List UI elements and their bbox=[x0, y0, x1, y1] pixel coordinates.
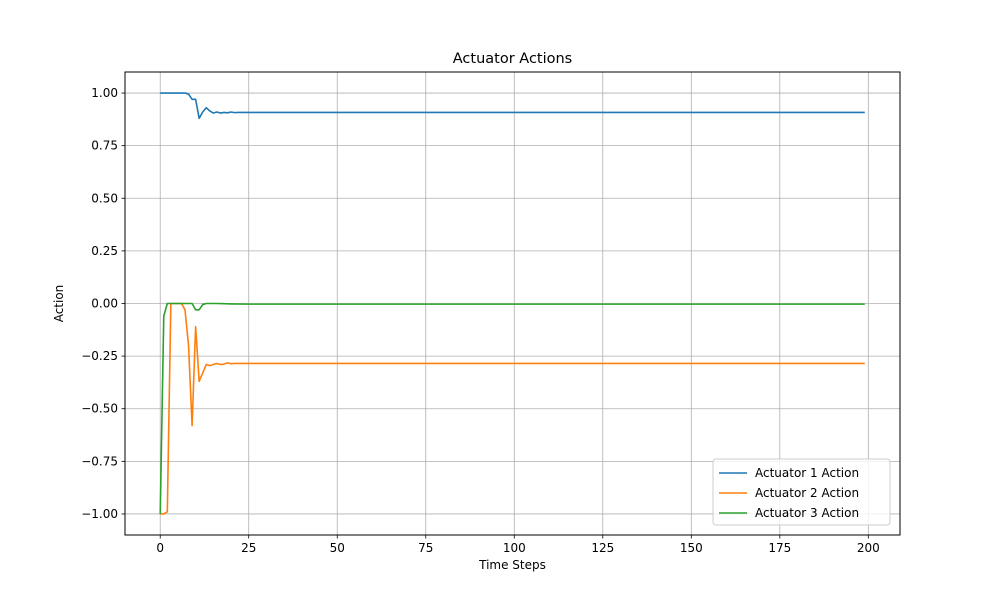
legend: Actuator 1 Action Actuator 2 Action Actuat… bbox=[712, 458, 891, 526]
x-tick-label: 75 bbox=[418, 541, 433, 555]
x-tick-label: 175 bbox=[768, 541, 791, 555]
y-tick-label: −0.75 bbox=[81, 454, 118, 468]
y-tick-label: 0.25 bbox=[91, 244, 118, 258]
legend-box bbox=[712, 458, 891, 526]
chart-title: Actuator Actions bbox=[453, 51, 573, 67]
y-tick-label: 0.00 bbox=[91, 297, 118, 311]
series-line-actuator-3 bbox=[159, 302, 865, 514]
legend-label: Actuator 1 Action bbox=[755, 466, 859, 480]
y-tick-label: −0.25 bbox=[81, 349, 118, 363]
y-axis-label: Action bbox=[52, 285, 66, 323]
y-tick-label: 0.50 bbox=[91, 191, 118, 205]
y-tick-label: 1.00 bbox=[91, 86, 118, 100]
y-tick-label: −0.50 bbox=[81, 402, 118, 416]
series-line-actuator-1 bbox=[160, 92, 865, 120]
legend-label: Actuator 2 Action bbox=[755, 486, 859, 500]
x-tick-label: 125 bbox=[591, 541, 614, 555]
x-tick-label: 150 bbox=[680, 541, 703, 555]
y-tick-label: −1.00 bbox=[81, 507, 118, 521]
x-tick-label: 200 bbox=[857, 541, 880, 555]
x-tick-label: 25 bbox=[241, 541, 256, 555]
x-tick-label: 50 bbox=[330, 541, 345, 555]
x-tick-label: 100 bbox=[503, 541, 526, 555]
tick-layer: 0 25 50 75 100 125 150 175 200 1.00 0.75 0.50 0.25 0.… bbox=[81, 86, 880, 555]
x-axis-label: Time Steps bbox=[478, 558, 546, 572]
y-tick-label: 0.75 bbox=[91, 139, 118, 153]
x-tick-label: 0 bbox=[156, 541, 164, 555]
series-layer bbox=[159, 92, 865, 515]
legend-label: Actuator 3 Action bbox=[755, 506, 859, 520]
